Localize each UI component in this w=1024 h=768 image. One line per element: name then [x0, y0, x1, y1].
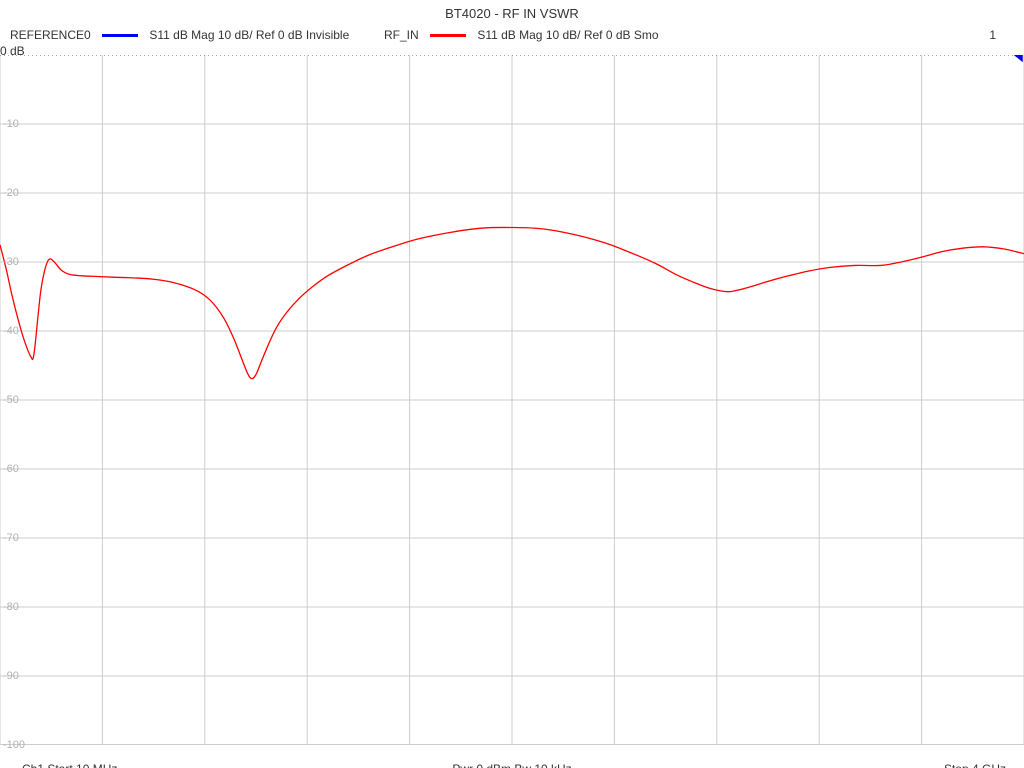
chart-title: BT4020 - RF IN VSWR [0, 6, 1024, 21]
legend: REFERENCE0 S11 dB Mag 10 dB/ Ref 0 dB In… [10, 28, 1010, 46]
legend-trace1-swatch [102, 34, 138, 37]
y-tick-label: -80 [3, 601, 19, 613]
y-tick-label: -100 [3, 739, 25, 751]
y-tick-label: -10 [3, 118, 19, 130]
y-tick-label: -30 [3, 256, 19, 268]
y-tick-label: -60 [3, 463, 19, 475]
y-tick-label: -70 [3, 532, 19, 544]
legend-trace2-name: RF_IN [384, 28, 419, 42]
y-tick-label: -50 [3, 394, 19, 406]
y-tick-label: -40 [3, 325, 19, 337]
plot-area [0, 55, 1024, 745]
legend-trace1-name: REFERENCE0 [10, 28, 91, 42]
legend-trace1-desc: S11 dB Mag 10 dB/ Ref 0 dB Invisible [149, 28, 349, 42]
footer-right: Stop 4 GHz [944, 762, 1006, 768]
y-tick-label: -20 [3, 187, 19, 199]
footer-center: Pwr 0 dBm Bw 10 kHz [0, 762, 1024, 768]
y-tick-label: -90 [3, 670, 19, 682]
legend-trace2-swatch [430, 34, 466, 37]
marker-number: 1 [989, 28, 996, 42]
legend-trace2-desc: S11 dB Mag 10 dB/ Ref 0 dB Smo [477, 28, 658, 42]
